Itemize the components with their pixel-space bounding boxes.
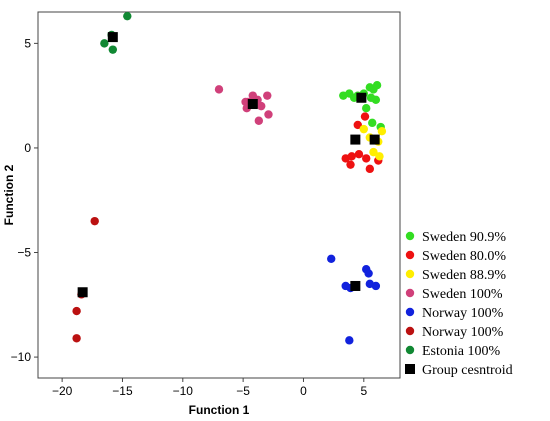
- data-point: [108, 45, 118, 54]
- legend-label: Norway 100%: [422, 325, 504, 340]
- data-point: [264, 110, 273, 119]
- legend-swatch: [405, 269, 415, 279]
- data-point: [349, 93, 359, 102]
- y-axis-label: Function 2: [2, 164, 16, 225]
- centroid-marker: [356, 92, 367, 103]
- x-tick-label: −5: [236, 384, 250, 398]
- data-point: [345, 336, 354, 345]
- legend-swatch: [405, 326, 415, 336]
- centroid-marker: [107, 32, 118, 43]
- legend-label: Sweden 90.9%: [422, 230, 506, 245]
- data-point: [346, 160, 355, 169]
- data-point: [359, 124, 368, 134]
- data-point: [362, 104, 371, 113]
- points-layer: [72, 11, 387, 345]
- data-point: [364, 269, 373, 278]
- data-point: [371, 281, 381, 291]
- centroid-marker: [247, 99, 258, 110]
- legend: Sweden 90.9% Sweden 80.0% Sweden 88.9% Swed…: [405, 230, 513, 378]
- ticks-layer: −20 −15 −10 −5 0 5 5 0 −5 −10: [11, 36, 368, 398]
- x-tick-label: −15: [112, 384, 133, 398]
- data-point: [375, 152, 384, 161]
- legend-swatch: [405, 307, 415, 317]
- y-tick-label: −5: [17, 246, 31, 260]
- centroid-marker: [369, 134, 380, 145]
- data-point: [347, 152, 356, 161]
- data-point: [327, 254, 336, 263]
- data-point: [360, 112, 370, 121]
- x-tick-label: 0: [300, 384, 307, 398]
- data-point: [371, 95, 381, 105]
- legend-label: Sweden 88.9%: [422, 268, 506, 283]
- data-point: [100, 39, 109, 48]
- data-point: [254, 116, 264, 125]
- data-point: [214, 85, 224, 94]
- data-point: [369, 147, 378, 157]
- x-axis-label: Function 1: [189, 403, 250, 417]
- x-tick-label: −10: [173, 384, 194, 398]
- legend-swatch: [405, 364, 415, 374]
- data-point: [354, 150, 364, 159]
- centroid-marker: [350, 134, 361, 145]
- data-point: [365, 164, 375, 174]
- data-point: [353, 120, 362, 130]
- data-point: [90, 216, 99, 226]
- legend-label: Estonia 100%: [422, 344, 500, 359]
- data-point: [368, 118, 377, 128]
- y-tick-label: 0: [24, 141, 31, 155]
- legend-swatch: [405, 345, 415, 355]
- data-point: [263, 91, 272, 100]
- centroid-marker: [350, 280, 361, 291]
- y-tick-label: 5: [24, 36, 31, 50]
- legend-label: Norway 100%: [422, 306, 504, 321]
- data-point: [362, 154, 371, 163]
- legend-label: Sweden 80.0%: [422, 249, 506, 264]
- data-point: [123, 11, 132, 21]
- data-point: [257, 101, 266, 111]
- data-point: [72, 334, 81, 343]
- x-tick-label: 5: [360, 384, 367, 398]
- data-point: [377, 127, 387, 136]
- y-tick-label: −10: [11, 350, 32, 364]
- legend-swatch: [405, 288, 415, 298]
- data-point: [372, 81, 382, 90]
- legend-swatch: [405, 250, 415, 260]
- x-tick-label: −20: [52, 384, 73, 398]
- plot-area: [37, 11, 401, 379]
- legend-label: Sweden 100%: [422, 287, 503, 302]
- centroid-marker: [77, 287, 88, 298]
- data-point: [72, 306, 81, 316]
- legend-swatch: [405, 231, 415, 241]
- legend-label: Group cesntroid: [422, 363, 513, 378]
